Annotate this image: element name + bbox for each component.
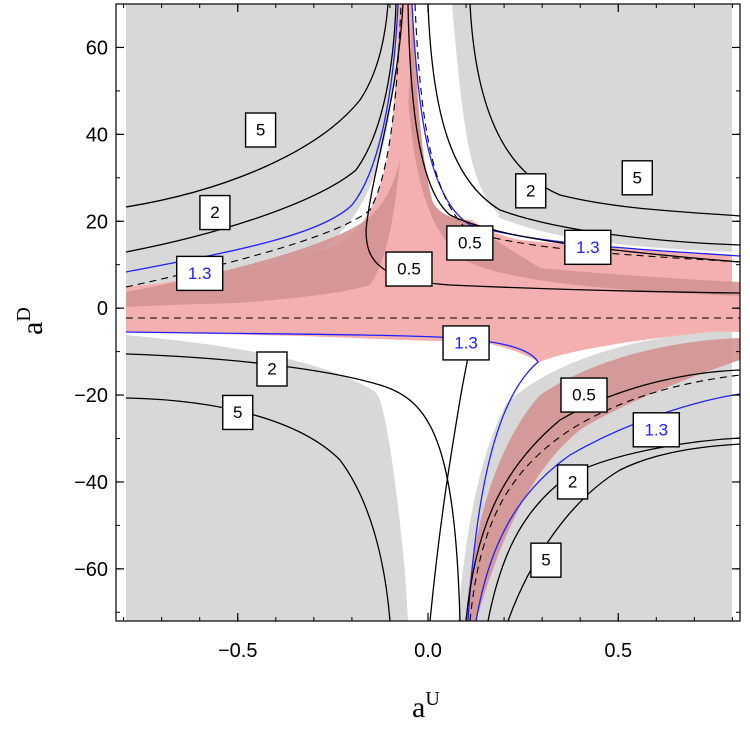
contour-line-1.3-upper-left (125, 4, 399, 273)
contour-label-box (199, 194, 231, 231)
contour-label: 5 (621, 160, 653, 196)
contour-line-5-upper-right (469, 4, 740, 217)
contour-label: 5 (222, 394, 254, 431)
contour-line-5-lower-left (125, 397, 391, 621)
contour-label: 0.5 (560, 377, 608, 413)
contour-label-box (446, 225, 494, 261)
contour-label-text: 0.5 (397, 260, 421, 279)
contour-label: 1.3 (564, 229, 612, 266)
y-axis-ticks: 60 40 20 0 −20 −40 −60 (74, 3, 740, 613)
contour-label-box (256, 351, 288, 387)
y-axis-title-sup: D (13, 307, 35, 321)
contour-label-box (530, 542, 562, 578)
contour-line-0.5-upper-right (407, 4, 740, 263)
excluded-region-lower-right (455, 330, 732, 621)
contour-line-dashed-lower-right (469, 374, 740, 621)
contour-line-2-upper-left (125, 4, 397, 253)
y-tick-label: 60 (86, 37, 108, 59)
x-axis-ticks: −0.5 0.0 0.5 (123, 4, 733, 662)
contour-label-box (560, 377, 608, 413)
y-tick-label: 20 (86, 211, 108, 233)
contour-label-text: 5 (541, 551, 550, 570)
contour-label-text: 5 (233, 403, 242, 422)
contour-label-text: 0.5 (458, 233, 482, 252)
contour-label: 1.3 (176, 255, 224, 292)
contour-line-2-upper-right (427, 4, 740, 246)
contour-label-text: 1.3 (644, 420, 668, 439)
contour-label-text: 2 (526, 181, 535, 200)
x-tick-label: 0.5 (604, 640, 632, 662)
y-tick-label: −60 (74, 559, 108, 581)
contour-label-text: 1.3 (188, 264, 212, 283)
contour-label-text: 5 (256, 121, 265, 140)
x-tick-label: 0.0 (414, 640, 442, 662)
allowed-inner-band-lower (466, 338, 740, 621)
contour-line-1.3-middle (125, 331, 539, 621)
contour-line-2-lower-left (125, 353, 461, 621)
x-axis-title-main: a (412, 691, 425, 724)
contour-label-text: 1.3 (576, 238, 600, 257)
contour-line-0.5-lower-right (465, 369, 740, 621)
contour-label-box (385, 251, 433, 287)
contour-label-box (564, 229, 612, 266)
contour-label: 5 (244, 112, 277, 148)
x-tick-label: −0.5 (218, 640, 257, 662)
excluded-region-lower-left (126, 335, 408, 621)
allowed-region-core (126, 60, 740, 341)
contour-label: 0.5 (446, 225, 494, 261)
contour-label-box (176, 255, 224, 292)
contour-label: 2 (199, 194, 231, 231)
y-tick-label: 0 (97, 298, 108, 320)
contour-label-text: 2 (267, 359, 276, 378)
contour-label-box (556, 464, 589, 500)
contour-label-box (442, 325, 490, 361)
contour-line-dashed-upper-right (414, 4, 740, 263)
contour-label-text: 1.3 (454, 333, 478, 352)
y-axis-title: aD (13, 307, 49, 335)
contour-label-box (244, 112, 277, 148)
x-axis-title: aU (412, 688, 440, 724)
contour-label: 1.3 (442, 325, 490, 361)
contour-label-text: 0.5 (572, 386, 596, 405)
allowed-white-lower (330, 345, 538, 621)
contour-line-1.3-lower-right (475, 393, 740, 621)
y-axis-title-main: a (16, 322, 49, 335)
contour-label: 1.3 (632, 412, 680, 448)
contour-label: 0.5 (385, 251, 433, 287)
contour-line-5-upper-left (125, 4, 389, 208)
contour-label: 2 (256, 351, 288, 387)
contour-label-text: 2 (210, 203, 219, 222)
contour-label-box (621, 160, 653, 196)
contour-line-1.3-upper-right (411, 4, 740, 257)
contour-label: 2 (556, 464, 589, 500)
contour-label-box (515, 173, 547, 209)
contour-label: 5 (530, 542, 562, 578)
allowed-white-region (415, 4, 500, 220)
contour-label-text: 5 (633, 168, 642, 187)
contour-label: 2 (515, 173, 547, 209)
contour-label-box (222, 394, 254, 431)
contour-label-text: 2 (568, 472, 577, 491)
y-tick-label: −40 (74, 472, 108, 494)
y-tick-label: −20 (74, 385, 108, 407)
y-tick-label: 40 (86, 124, 108, 146)
contour-labels: 5 5 5 5 2 2 2 2 1.3 1.3 1.3 1.3 0.5 0.5 0.5 (176, 112, 680, 578)
x-axis-title-sup: U (425, 688, 440, 710)
contour-label-box (632, 412, 680, 448)
